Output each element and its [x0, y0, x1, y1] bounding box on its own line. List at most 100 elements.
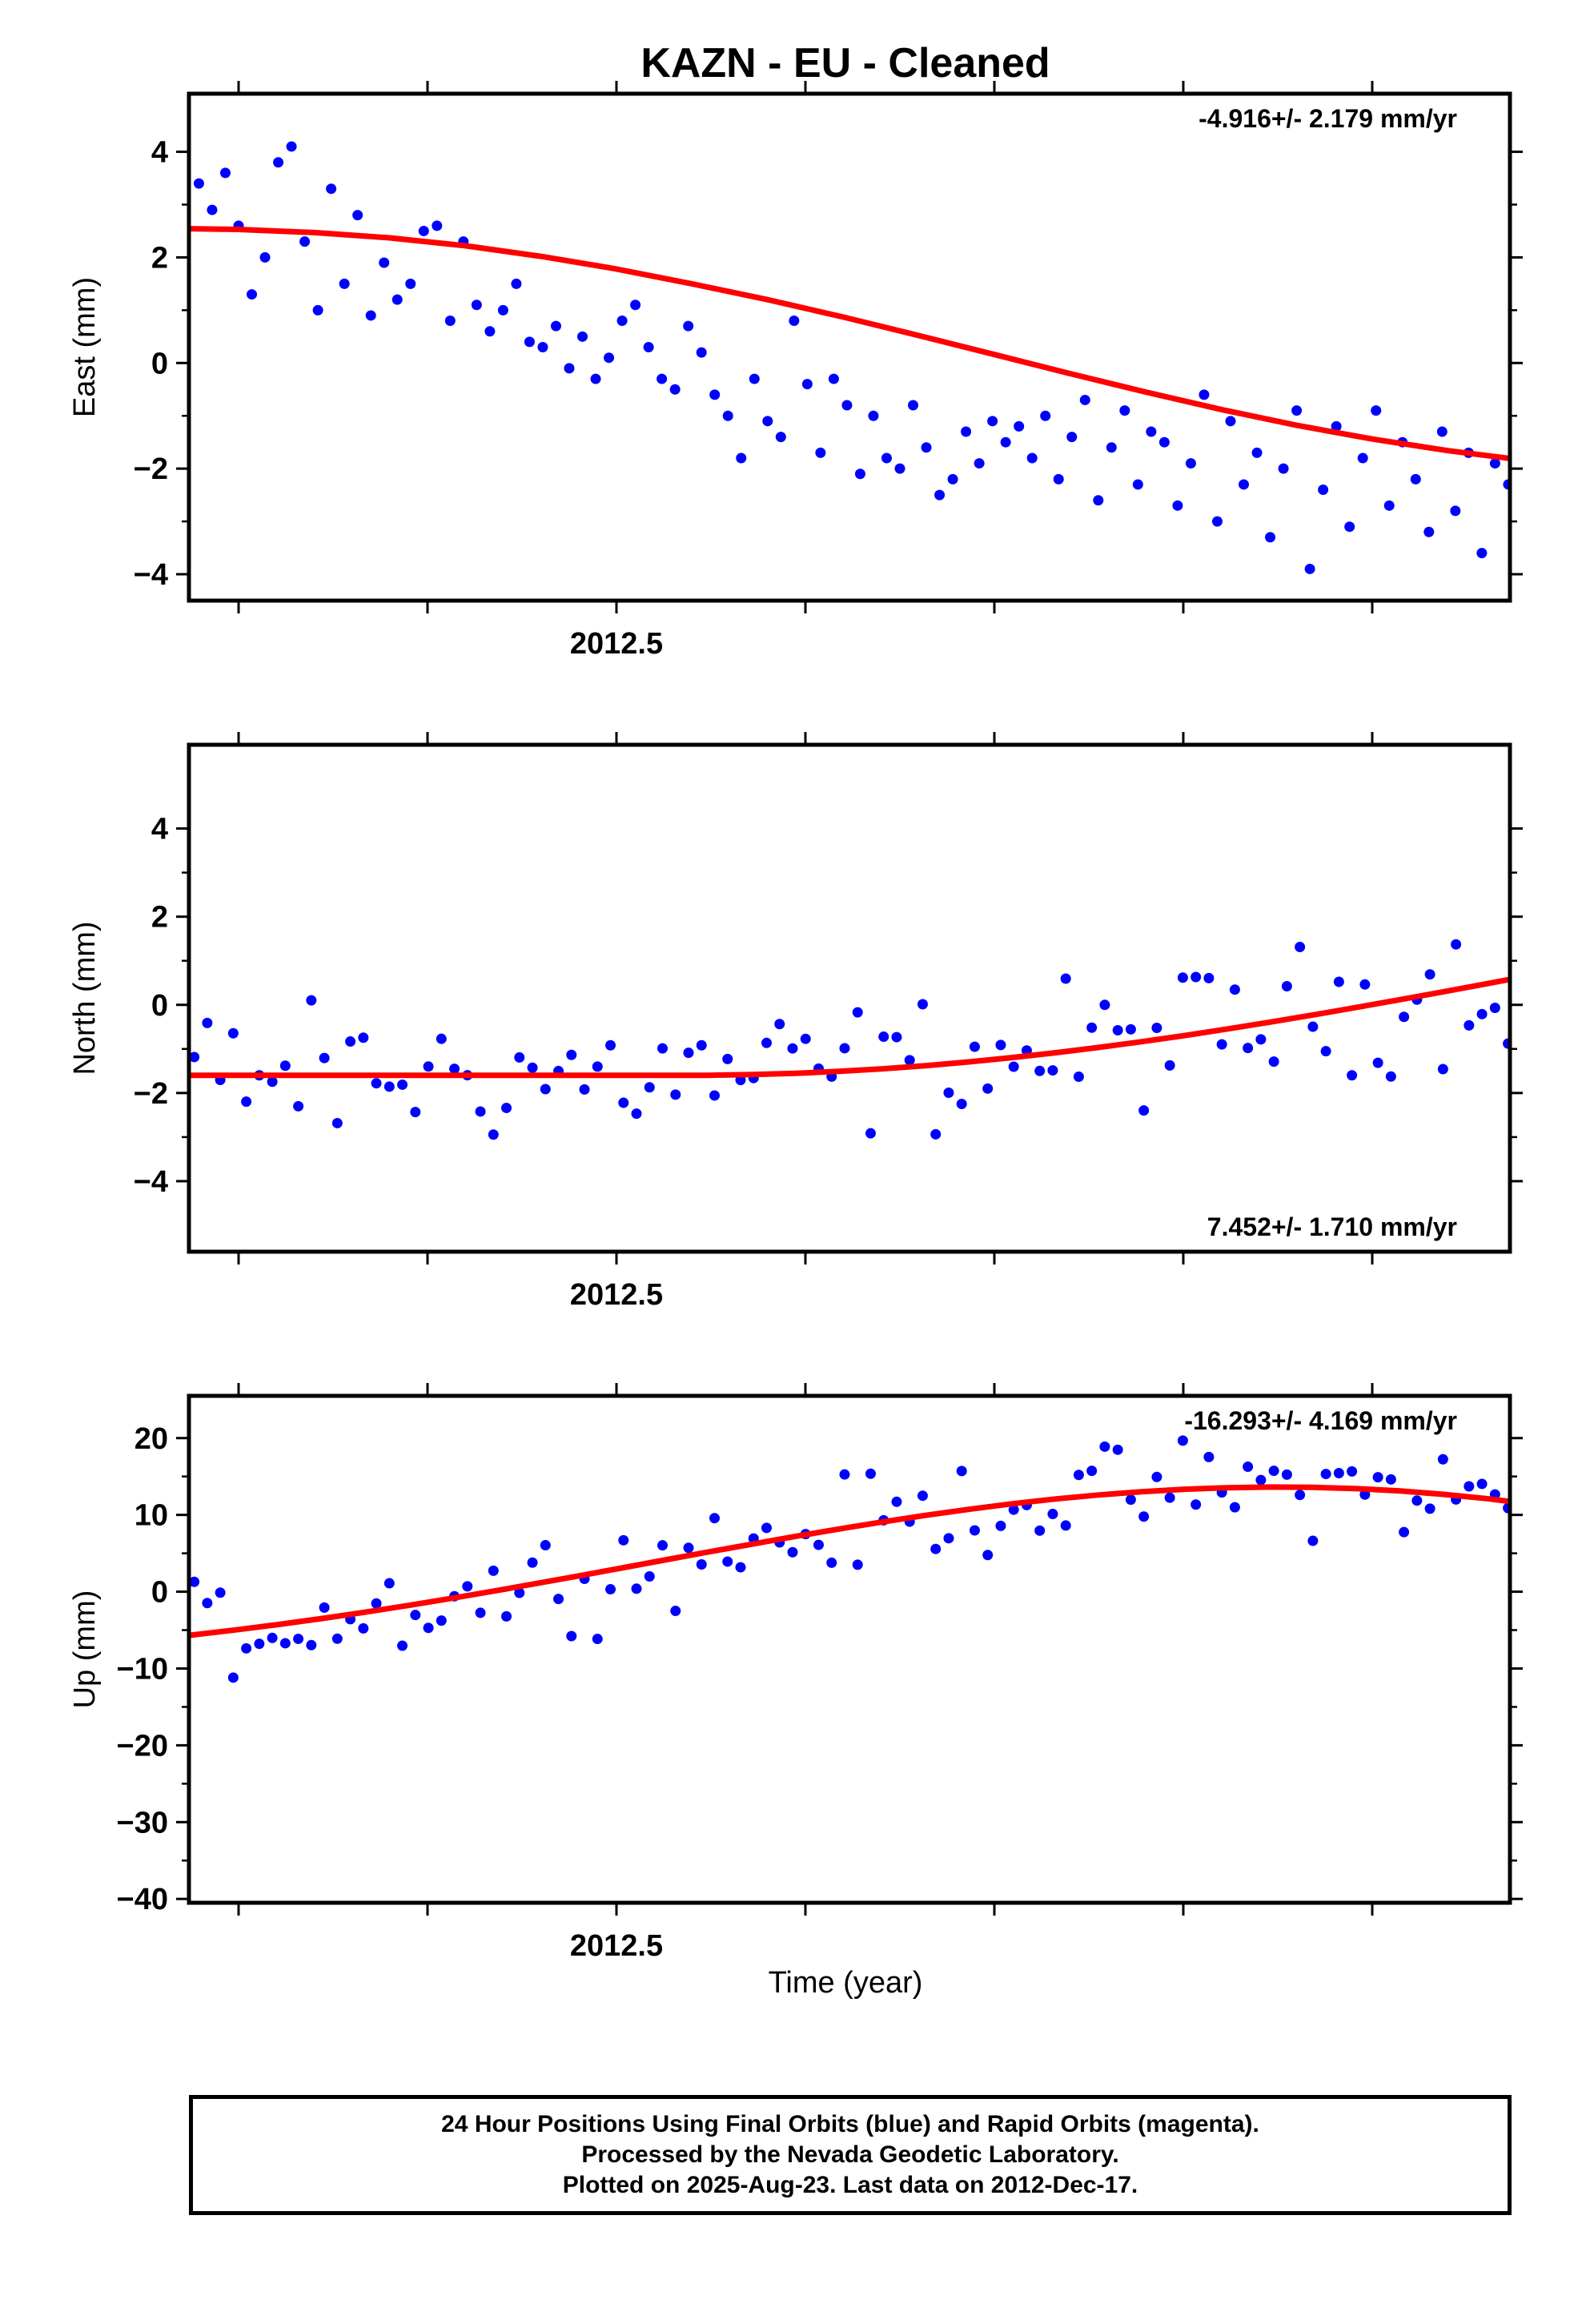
y-axis-title: Up (mm)	[68, 1590, 102, 1709]
data-point	[383, 1081, 395, 1092]
data-point	[749, 373, 760, 384]
footer-line-orbits: 24 Hour Positions Using Final Orbits (bl…	[441, 2111, 1259, 2137]
data-point	[497, 304, 508, 316]
data-point	[1265, 532, 1276, 543]
data-point	[1093, 495, 1104, 506]
data-point	[801, 379, 813, 390]
data-point	[1542, 1503, 1552, 1514]
plot-area	[46, 1435, 1552, 1683]
data-point	[891, 1496, 902, 1507]
data-point	[1568, 1013, 1578, 1023]
data-point	[1516, 432, 1527, 442]
data-point	[527, 1557, 538, 1568]
data-point	[1203, 1451, 1215, 1462]
data-point	[1318, 485, 1329, 496]
data-point	[891, 1031, 902, 1043]
data-point	[379, 257, 390, 268]
data-point	[1529, 941, 1540, 951]
data-point	[114, 231, 125, 242]
data-point	[865, 1128, 876, 1139]
data-point	[630, 300, 641, 311]
data-point	[59, 1100, 70, 1111]
data-point	[189, 1051, 200, 1063]
y-tick-label: −2	[134, 452, 168, 486]
data-point	[995, 1520, 1006, 1531]
data-point	[1516, 1487, 1526, 1498]
data-point	[1357, 452, 1368, 464]
fit-curve	[189, 976, 1510, 1079]
data-point	[259, 251, 271, 263]
y-tick-label: 0	[151, 1576, 168, 1610]
y-tick-label: −2	[134, 1077, 168, 1111]
data-point	[1060, 973, 1071, 984]
data-point	[1119, 405, 1130, 416]
data-point	[1344, 521, 1355, 533]
data-point	[227, 1027, 239, 1039]
data-point	[761, 1037, 772, 1048]
data-point	[46, 1653, 56, 1663]
plot-area	[7, 939, 1578, 1140]
data-point	[293, 1633, 304, 1644]
data-point	[868, 410, 879, 421]
data-point	[709, 1513, 721, 1524]
data-point	[167, 131, 178, 141]
data-point	[657, 1540, 669, 1551]
data-point	[475, 1607, 486, 1618]
data-point	[904, 1055, 915, 1066]
data-point	[643, 342, 654, 352]
data-point	[736, 452, 747, 464]
data-point	[1255, 1474, 1267, 1486]
data-point	[592, 1634, 603, 1645]
data-point	[1295, 941, 1306, 952]
data-point	[1112, 1444, 1123, 1455]
data-point	[189, 1576, 200, 1587]
data-point	[934, 489, 946, 501]
data-point	[1399, 1011, 1410, 1023]
data-point	[722, 410, 733, 421]
data-point	[279, 1638, 291, 1649]
data-point	[969, 1525, 980, 1536]
data-point	[1164, 1492, 1175, 1503]
data-point	[1489, 1002, 1500, 1013]
data-point	[150, 1642, 160, 1652]
data-point	[670, 1089, 681, 1100]
data-point	[789, 316, 800, 327]
data-point	[7, 1079, 18, 1089]
data-point	[514, 1587, 525, 1598]
data-point	[436, 1033, 447, 1044]
data-point	[1529, 505, 1540, 516]
data-point	[1476, 1478, 1488, 1490]
data-point	[273, 157, 284, 168]
data-point	[1333, 976, 1344, 987]
data-point	[1172, 500, 1183, 511]
data-point	[293, 1100, 304, 1112]
data-point	[1014, 420, 1025, 432]
data-point	[1040, 410, 1051, 421]
data-point	[101, 263, 111, 273]
data-point	[423, 1622, 434, 1634]
y-tick-label: 2	[151, 241, 168, 275]
data-point	[365, 310, 376, 321]
data-point	[974, 458, 985, 469]
y-tick-label: 0	[151, 989, 168, 1023]
data-point	[709, 389, 721, 400]
data-point	[1251, 447, 1263, 458]
panel-north: 2012.5 −4 −2 0 2 4 North (mm) 7.452+/- 1.710 mm…	[7, 732, 1578, 1312]
data-point	[193, 178, 204, 189]
data-point	[1073, 1470, 1084, 1481]
data-point	[540, 1084, 551, 1095]
data-point	[1066, 432, 1078, 443]
data-point	[1177, 972, 1188, 983]
data-point	[1112, 1025, 1123, 1036]
data-point	[683, 1542, 694, 1554]
data-point	[878, 1031, 889, 1043]
data-point	[1086, 1022, 1098, 1033]
data-point	[241, 1096, 252, 1108]
data-point	[267, 1632, 278, 1643]
data-point	[1569, 416, 1580, 426]
data-point	[881, 452, 892, 464]
data-point	[815, 447, 826, 458]
rate-label: 7.452+/- 1.710 mm/yr	[1207, 1212, 1457, 1241]
data-point	[854, 468, 865, 480]
data-point	[176, 1058, 187, 1068]
